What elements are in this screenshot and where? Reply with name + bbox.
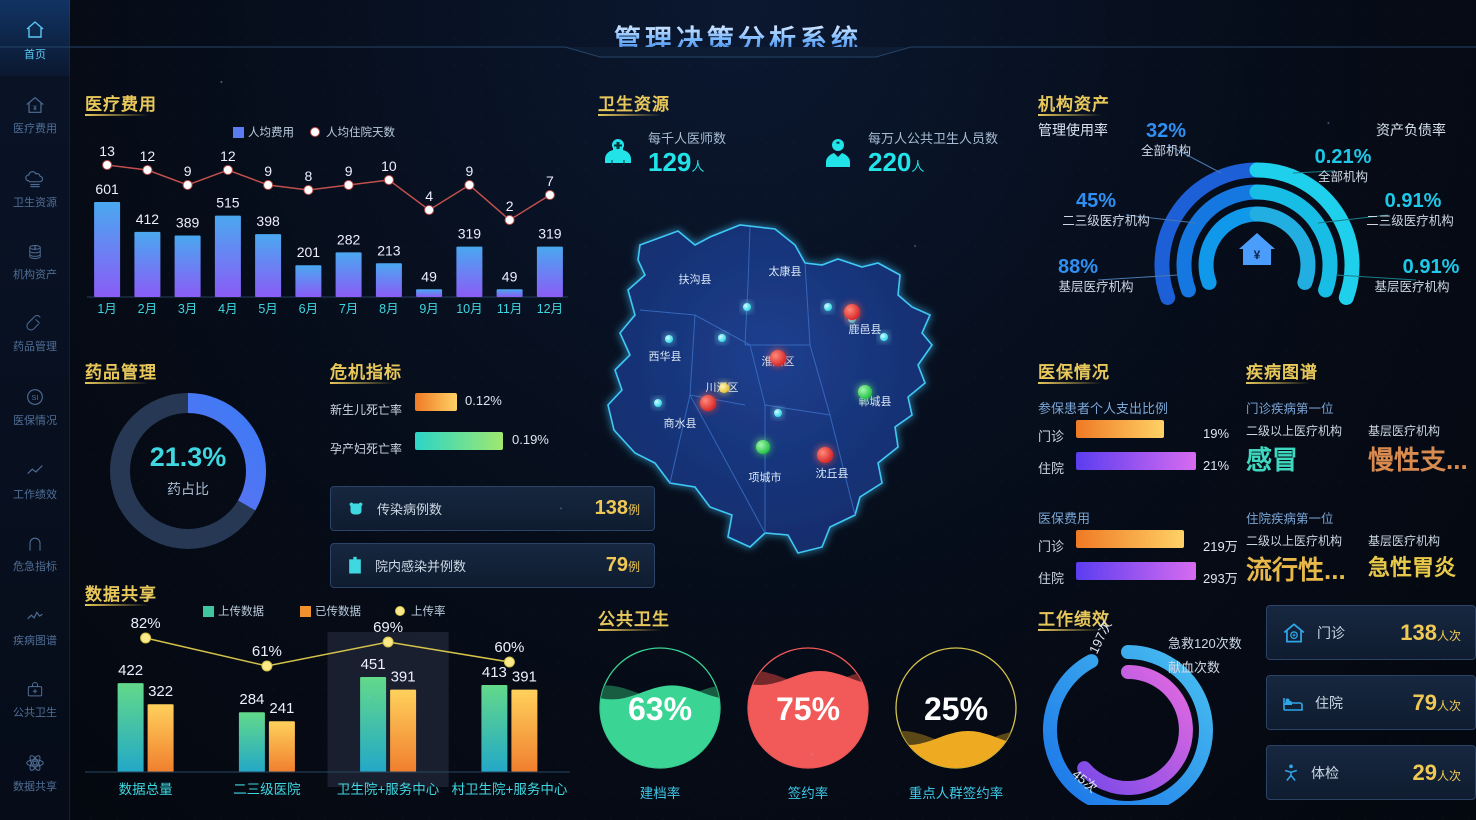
svg-text:西华县: 西华县 (649, 349, 682, 363)
svg-text:二三级医疗机构: 二三级医疗机构 (1366, 213, 1454, 228)
svg-text:241: 241 (269, 700, 294, 717)
svg-text:61%: 61% (252, 643, 282, 660)
svg-text:63%: 63% (628, 691, 692, 727)
svg-text:322: 322 (148, 683, 173, 700)
svg-text:284: 284 (239, 691, 264, 708)
svg-text:项城市: 项城市 (749, 470, 782, 484)
svg-text:319: 319 (458, 226, 482, 242)
svg-text:4: 4 (425, 188, 433, 204)
svg-text:9: 9 (345, 163, 353, 179)
svg-text:213: 213 (377, 242, 401, 258)
svg-text:45%: 45% (1076, 190, 1116, 212)
svg-text:88%: 88% (1058, 256, 1098, 278)
svg-text:¥: ¥ (34, 246, 37, 252)
svg-text:鹿邑县: 鹿邑县 (849, 322, 882, 336)
svg-text:建档率: 建档率 (640, 785, 681, 801)
svg-text:二三级医疗机构: 二三级医疗机构 (1062, 213, 1150, 228)
svg-text:69%: 69% (373, 619, 403, 636)
svg-text:5月: 5月 (258, 302, 277, 315)
svg-text:49: 49 (502, 268, 518, 284)
svg-text:8月: 8月 (379, 302, 398, 315)
svg-text:7: 7 (546, 173, 554, 189)
svg-text:10: 10 (381, 158, 397, 174)
svg-text:基层医疗机构: 基层医疗机构 (1374, 279, 1449, 294)
svg-text:SI: SI (32, 393, 39, 402)
svg-text:75%: 75% (776, 691, 840, 727)
svg-text:人均住院天数: 人均住院天数 (326, 125, 395, 139)
svg-text:已传数据: 已传数据 (315, 604, 361, 618)
svg-text:197次: 197次 (1086, 618, 1115, 656)
svg-text:12: 12 (220, 148, 236, 164)
svg-text:10月: 10月 (456, 302, 482, 315)
svg-text:0.21%: 0.21% (1315, 146, 1372, 168)
svg-text:32%: 32% (1146, 120, 1186, 142)
svg-text:9: 9 (184, 163, 192, 179)
svg-text:8: 8 (305, 168, 313, 184)
svg-text:391: 391 (391, 669, 416, 686)
svg-text:药占比: 药占比 (167, 481, 209, 497)
svg-text:0.91%: 0.91% (1385, 190, 1442, 212)
svg-text:515: 515 (216, 195, 240, 211)
svg-text:422: 422 (118, 662, 143, 679)
svg-text:1月: 1月 (97, 302, 116, 315)
svg-text:412: 412 (136, 211, 160, 227)
svg-text:389: 389 (176, 215, 200, 231)
svg-text:6月: 6月 (299, 302, 318, 315)
svg-text:49: 49 (421, 268, 437, 284)
svg-text:12月: 12月 (537, 302, 563, 315)
svg-text:卫生院+服务中心: 卫生院+服务中心 (337, 782, 440, 797)
svg-text:21.3%: 21.3% (150, 442, 227, 472)
svg-text:13: 13 (99, 143, 115, 159)
svg-text:人均费用: 人均费用 (248, 126, 294, 139)
svg-text:398: 398 (256, 213, 280, 229)
svg-text:413: 413 (482, 664, 507, 681)
svg-text:319: 319 (538, 226, 562, 242)
svg-text:9: 9 (466, 163, 474, 179)
svg-text:391: 391 (512, 669, 537, 686)
svg-text:201: 201 (297, 244, 321, 260)
svg-text:村卫生院+服务中心: 村卫生院+服务中心 (451, 782, 567, 797)
svg-text:扶沟县: 扶沟县 (679, 272, 712, 286)
svg-text:上传率: 上传率 (411, 604, 446, 618)
svg-text:签约率: 签约率 (788, 785, 829, 801)
svg-text:太康县: 太康县 (769, 264, 802, 278)
svg-text:二三级医院: 二三级医院 (233, 782, 301, 797)
svg-text:60%: 60% (494, 639, 524, 656)
svg-text:重点人群签约率: 重点人群签约率 (909, 785, 1004, 801)
svg-text:282: 282 (337, 231, 361, 247)
svg-text:451: 451 (361, 656, 386, 673)
svg-text:9: 9 (264, 163, 272, 179)
svg-text:11月: 11月 (497, 302, 522, 315)
svg-text:上传数据: 上传数据 (218, 604, 264, 618)
svg-text:3月: 3月 (178, 302, 197, 315)
svg-text:2月: 2月 (138, 302, 157, 315)
svg-text:2: 2 (506, 198, 514, 214)
svg-text:601: 601 (95, 181, 119, 197)
svg-text:4月: 4月 (218, 302, 237, 315)
svg-text:数据总量: 数据总量 (119, 782, 173, 797)
svg-text:12: 12 (140, 148, 156, 164)
svg-text:25%: 25% (924, 691, 988, 727)
svg-text:全部机构: 全部机构 (1318, 169, 1368, 184)
svg-text:82%: 82% (131, 615, 161, 632)
svg-text:沈丘县: 沈丘县 (816, 466, 849, 480)
svg-text:商水县: 商水县 (664, 416, 697, 430)
svg-text:7月: 7月 (339, 302, 358, 315)
svg-text:9月: 9月 (419, 302, 438, 315)
svg-text:0.91%: 0.91% (1403, 256, 1460, 278)
svg-text:¥: ¥ (33, 105, 37, 112)
svg-text:基层医疗机构: 基层医疗机构 (1058, 279, 1133, 294)
svg-text:全部机构: 全部机构 (1141, 143, 1191, 158)
svg-text:¥: ¥ (1254, 248, 1261, 262)
